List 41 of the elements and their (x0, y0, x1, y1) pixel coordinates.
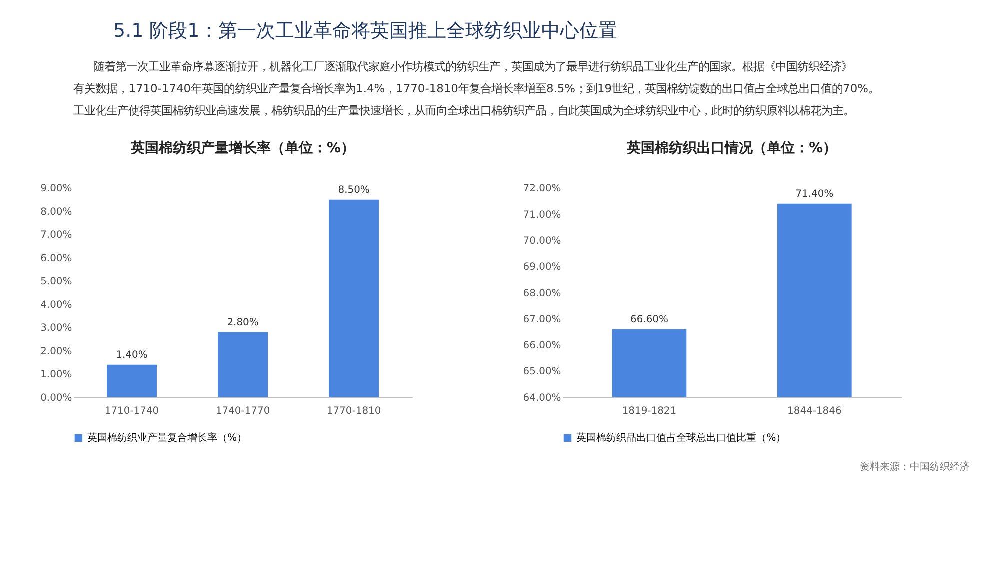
y-tick-label: 65.00% (523, 366, 562, 378)
x-tick-label: 1770-1810 (326, 406, 382, 417)
x-tick-label: 1710-1740 (104, 406, 160, 417)
x-tick-label: 1819-1821 (622, 406, 677, 417)
y-tick-label: 66.00% (523, 340, 562, 352)
chart-title: 英国棉纺织出口情况（单位：%） (626, 139, 838, 156)
y-tick-label: 3.00% (40, 323, 72, 334)
legend-label: 英国棉纺织品出口值占全球总出口值比重（%） (576, 432, 786, 444)
y-tick-label: 67.00% (523, 314, 562, 326)
data-label: 2.80% (227, 317, 259, 328)
bar (218, 332, 268, 398)
y-tick-label: 69.00% (523, 262, 562, 274)
y-tick-label: 68.00% (523, 288, 562, 300)
data-label: 71.40% (796, 188, 834, 200)
y-tick-label: 2.00% (40, 346, 72, 358)
bar (107, 364, 157, 398)
y-tick-label: 72.00% (523, 184, 562, 195)
x-tick-label: 1844-1846 (788, 406, 842, 417)
y-tick-label: 1.00% (40, 370, 72, 381)
data-label: 8.50% (338, 184, 370, 196)
y-tick-label: 6.00% (40, 253, 72, 264)
text: 工业化生产使得英国棉纺织业高速发展，棉纺织品的生产量快速增长，从而向全球出口棉纺织产品，自此英国成为全球纺织业中心，此时的纺织原料以棉花为主。 (74, 104, 855, 118)
data-label: 1.40% (116, 350, 148, 361)
data-label: 66.60% (630, 314, 668, 326)
y-tick-label: 70.00% (523, 236, 562, 247)
chart-title: 英国棉纺织产量增长率（单位：%） (130, 139, 356, 156)
y-tick-label: 8.00% (40, 206, 72, 218)
y-tick-label: 64.00% (523, 392, 562, 404)
y-tick-label: 0.00% (40, 392, 72, 404)
text: 5.1 阶段1：第一次工业革命将英国推上全球纺织业中心位置 (114, 20, 618, 42)
y-tick-label: 71.00% (523, 210, 562, 221)
text: 有关数据，1710-1740年英国的纺织业产量复合增长率为1.4%，1770-1810年复合增长率增至8.5%；到19世纪，英国棉纺锭数的出口值占全球总出口值的70%。 (74, 82, 880, 96)
y-tick-label: 7.00% (40, 230, 72, 242)
text: 资料来源：中国纺织经济 (860, 461, 970, 474)
x-tick-label: 1740-1770 (216, 406, 270, 417)
y-tick-label: 4.00% (40, 300, 72, 311)
y-tick-label: 5.00% (40, 276, 72, 288)
y-tick-label: 9.00% (40, 184, 72, 195)
bar (329, 200, 380, 398)
legend-label: 英国棉纺织业产量复合增长率（%） (88, 432, 248, 444)
text: 随着第一次工业革命序幕逐渐拉开，机器化工厂逐渐取代家庭小作坊模式的纺织生产，英国成为了最早进行纺织品工业化生产的国家。根据《中国纺织经济》 (94, 60, 853, 74)
